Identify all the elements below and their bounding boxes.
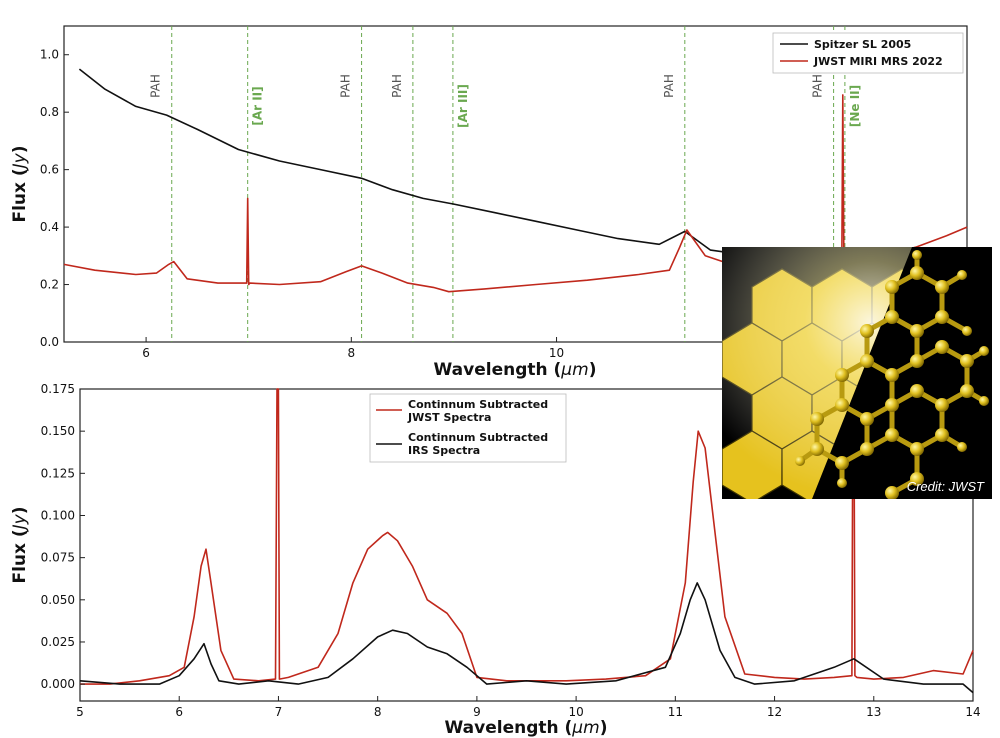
y-tick-label-0-4: 0.8 [40,105,59,119]
top-legend-box [772,32,964,74]
reference-line-label-2: PAH [339,74,353,98]
image-credit: Credit: JWST [906,479,984,494]
reference-line-label-1: [Ar II] [251,86,265,125]
legend-label-jwst-subtracted-line2: JWST Spectra [407,411,491,424]
y-tick-label-1-7: 0.175 [41,382,75,396]
x-tick-label-1-0: 5 [76,705,84,719]
legend-label-jwst-subtracted-line1: Continnum Subtracted [408,398,548,411]
y-tick-label-1-2: 0.050 [41,593,75,607]
top-legend: Spitzer SL 2005 JWST MIRI MRS 2022 [772,32,964,74]
y-tick-label-1-5: 0.125 [41,466,75,480]
x-tick-label-1-3: 8 [374,705,382,719]
y-tick-label-0-0: 0.0 [40,335,59,349]
mirror-segments [722,247,912,499]
reference-line-label-4: [Ar III] [456,84,470,128]
bottom-x-ticks: 5 6 7 8 9 10 11 12 13 14 [76,696,981,719]
y-tick-label-0-5: 1.0 [40,48,59,62]
top-x-axis-label: Wavelength (μm) [434,360,597,380]
bottom-x-axis-label: Wavelength (μm) [445,718,608,738]
y-tick-label-1-6: 0.150 [41,424,75,438]
reference-line-label-7: [Ne II] [848,85,862,127]
y-tick-label-1-1: 0.025 [41,635,75,649]
pah-molecule-illustration [722,247,989,499]
x-tick-label-1-9: 14 [965,705,980,719]
x-tick-label-0-1: 8 [347,346,355,360]
legend-label-spitzer: Spitzer SL 2005 [814,38,911,51]
x-tick-label-0-0: 6 [142,346,150,360]
top-panel: PAH [Ar II] PAH PAH [Ar III] PAH PAH [Ne II] 6 8… [10,25,968,380]
x-tick-label-0-2: 10 [549,346,564,360]
x-tick-label-1-1: 6 [175,705,183,719]
reference-line-label-5: PAH [662,74,676,98]
y-tick-label-1-4: 0.100 [41,508,75,522]
x-tick-label-1-2: 7 [275,705,283,719]
legend-label-irs-subtracted-line1: Continnum Subtracted [408,431,548,444]
pah-molecule-inset: Credit: JWST [722,247,992,499]
legend-label-jwst: JWST MIRI MRS 2022 [813,55,943,68]
reference-line-label-3: PAH [390,74,404,98]
x-tick-label-1-4: 9 [473,705,481,719]
x-tick-label-1-5: 10 [568,705,583,719]
x-tick-label-1-7: 12 [767,705,782,719]
x-tick-label-1-8: 13 [866,705,881,719]
bottom-legend-box [369,393,567,463]
bottom-y-axis-label: Flux (Jy) [10,506,30,583]
top-spectral-lines: PAH [Ar II] PAH PAH [Ar III] PAH PAH [Ne II] [149,26,862,342]
y-tick-label-0-3: 0.6 [40,163,59,177]
reference-line-label-6: PAH [811,74,825,98]
bottom-series [79,388,974,694]
series-line-1-0 [80,388,974,685]
x-tick-label-1-6: 11 [668,705,683,719]
y-tick-label-1-3: 0.075 [41,551,75,565]
bottom-legend: Continnum Subtracted JWST Spectra Contin… [369,393,567,463]
series-line-1-1 [79,582,974,694]
top-y-ticks: 0.0 0.2 0.4 0.6 0.8 1.0 [40,48,69,349]
y-tick-label-0-1: 0.2 [40,278,59,292]
molecule-atoms [795,250,989,499]
bottom-y-ticks: 0.000 0.025 0.050 0.075 0.100 0.125 0.150 0.175 [41,382,85,691]
reference-line-label-0: PAH [149,74,163,98]
legend-label-irs-subtracted-line2: IRS Spectra [408,444,480,457]
y-tick-label-0-2: 0.4 [40,220,59,234]
top-y-axis-label: Flux (Jy) [10,145,30,222]
y-tick-label-1-0: 0.000 [41,677,75,691]
